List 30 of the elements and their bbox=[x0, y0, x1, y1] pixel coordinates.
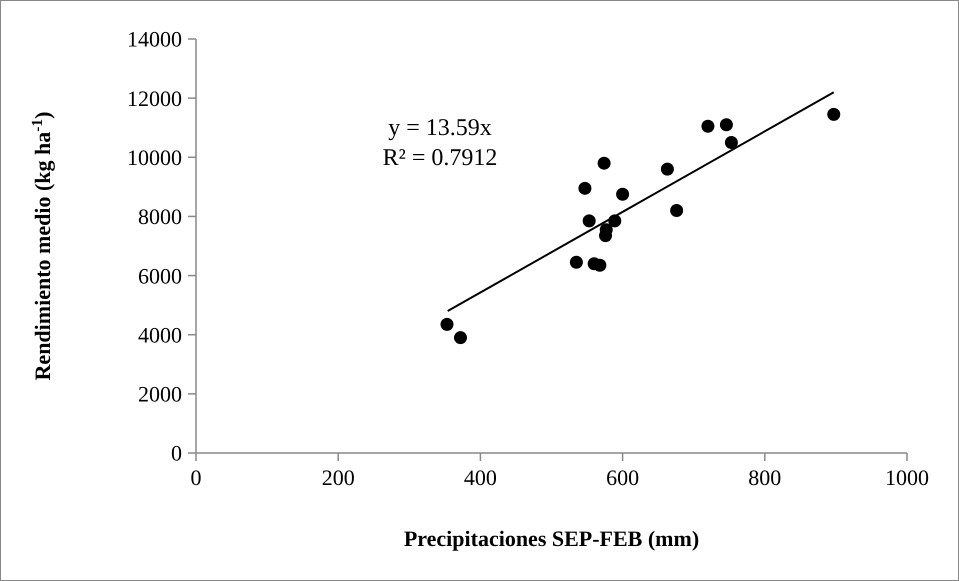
point bbox=[454, 331, 467, 344]
x-tick-label: 0 bbox=[190, 465, 202, 490]
x-tick-label: 1000 bbox=[885, 465, 929, 490]
x-tick-label: 800 bbox=[748, 465, 782, 490]
point bbox=[827, 108, 840, 121]
y-tick-label: 12000 bbox=[127, 86, 182, 111]
y-tick-label: 2000 bbox=[138, 382, 182, 407]
point bbox=[724, 136, 738, 149]
point bbox=[660, 162, 674, 176]
y-tick-label: 6000 bbox=[138, 263, 182, 288]
y-tick-label: 0 bbox=[171, 440, 182, 466]
y-tick-label: 8000 bbox=[138, 204, 182, 230]
annotation: y = 13.59x bbox=[388, 115, 492, 141]
point bbox=[701, 120, 714, 133]
point bbox=[598, 156, 611, 170]
point bbox=[570, 256, 583, 269]
point bbox=[582, 214, 596, 228]
y-tick-label: 10000 bbox=[127, 144, 182, 170]
point bbox=[720, 118, 733, 132]
x-tick-label: 200 bbox=[322, 465, 355, 490]
point bbox=[616, 188, 630, 201]
x-axis-title: Precipitaciones SEP-FEB (mm) bbox=[404, 526, 700, 551]
x-tick-label: 400 bbox=[464, 465, 497, 490]
annotation: R² = 0.7912 bbox=[382, 145, 498, 171]
point bbox=[670, 204, 684, 218]
y-tick-label: 4000 bbox=[138, 322, 182, 348]
point bbox=[440, 318, 454, 331]
x-tick-label: 600 bbox=[606, 465, 640, 490]
point bbox=[578, 182, 592, 195]
y-tick-label: 14000 bbox=[127, 26, 182, 52]
